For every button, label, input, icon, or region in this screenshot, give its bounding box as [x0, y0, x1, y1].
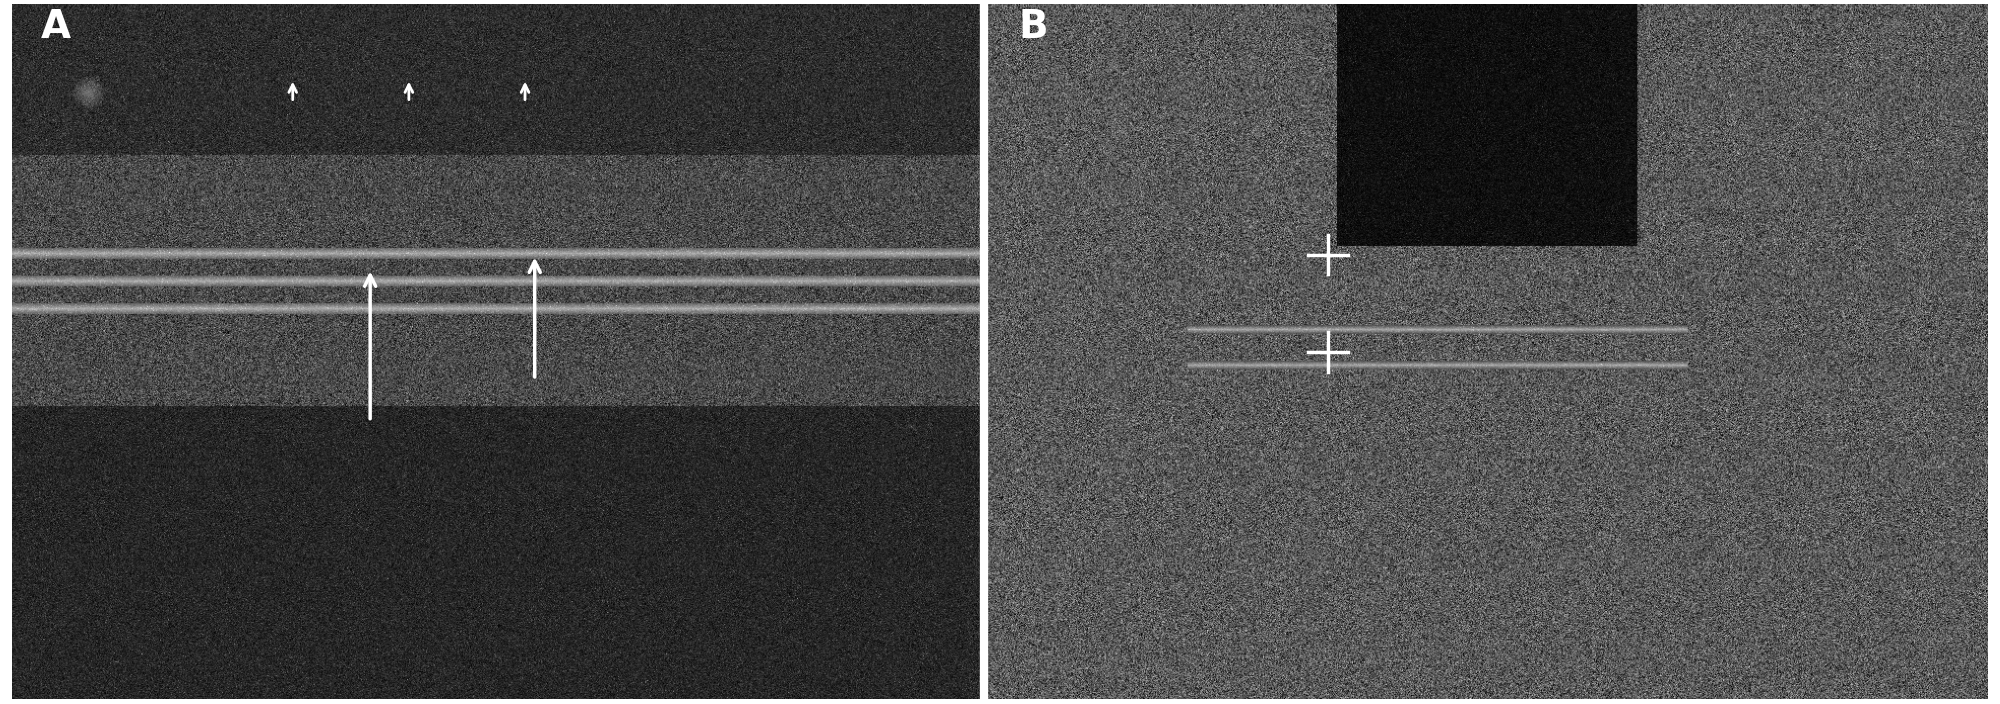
- Text: A: A: [42, 8, 72, 46]
- Text: B: B: [1018, 8, 1048, 46]
